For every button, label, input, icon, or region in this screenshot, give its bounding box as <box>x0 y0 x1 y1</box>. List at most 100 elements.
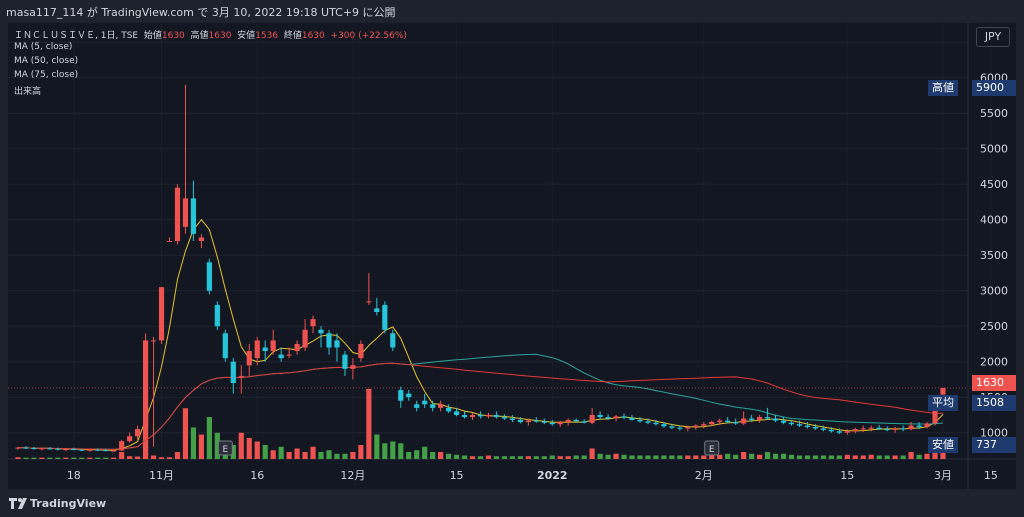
candle-body <box>812 427 819 429</box>
candle-body <box>238 375 244 377</box>
volume-bar <box>541 456 547 459</box>
indicator-ma5[interactable]: MA (5, close) <box>14 42 73 52</box>
volume-bar <box>757 454 763 459</box>
volume-bar <box>884 455 890 459</box>
volume-bar <box>701 455 707 459</box>
volume-bar <box>135 456 141 459</box>
indicator-ma50[interactable]: MA (50, close) <box>14 56 79 66</box>
candle-body <box>549 422 555 425</box>
candle-body <box>733 422 739 424</box>
volume-bar <box>103 457 109 459</box>
volume-bar <box>39 457 45 459</box>
candle-body <box>95 449 101 451</box>
time-tick-label: 2月 <box>695 469 713 482</box>
volume-bar <box>908 452 914 459</box>
candle-body <box>430 404 436 408</box>
volume-bar <box>270 450 276 459</box>
candle-body <box>438 404 444 408</box>
candle-body <box>254 340 260 359</box>
volume-bar <box>589 448 595 459</box>
indicator-ma75[interactable]: MA (75, close) <box>14 70 79 80</box>
volume-bar <box>469 456 476 459</box>
candle-body <box>581 421 587 423</box>
candle-body <box>222 333 228 359</box>
volume-bar <box>804 455 811 459</box>
volume-bar <box>685 455 691 459</box>
candle-body <box>358 343 364 359</box>
volume-bar <box>461 455 468 459</box>
price-tick-label: 5500 <box>980 107 1008 120</box>
volume-bar <box>382 443 388 459</box>
volume-bar <box>326 450 332 459</box>
currency-button[interactable]: JPY <box>976 27 1010 47</box>
volume-bar <box>677 455 683 459</box>
candle-body <box>517 419 523 423</box>
price-chart[interactable]: 1000150020002500300035004000450050005500… <box>8 23 1016 489</box>
volume-bar <box>597 453 603 459</box>
candle-body <box>135 429 141 437</box>
candle-body <box>398 390 404 401</box>
symbol-name: ＩＮＣＬＵＳＩＶＥ <box>14 31 96 41</box>
indicator-volume[interactable]: 出来高 <box>14 87 42 97</box>
volume-bar <box>31 457 37 459</box>
earnings-event-label: E <box>709 445 715 455</box>
volume-bar <box>238 432 244 459</box>
candle-body <box>828 429 834 432</box>
volume-bar <box>565 456 571 459</box>
volume-bar <box>111 457 117 459</box>
volume-bar <box>493 456 500 459</box>
candle-body <box>860 428 866 430</box>
volume-bar <box>868 454 874 459</box>
chart-background <box>8 23 1016 489</box>
volume-bar <box>318 452 324 459</box>
time-axis[interactable]: 18 11月 16 12月 15 2022 2月 15 3月 15 <box>67 469 998 482</box>
volume-bar <box>166 457 173 459</box>
candle-body <box>868 427 874 429</box>
candle-body <box>637 419 643 422</box>
candle-body <box>71 449 77 451</box>
volume-bar <box>669 455 675 459</box>
volume-bar <box>653 455 659 459</box>
time-tick-label: 3月 <box>934 469 952 482</box>
candle-body <box>589 414 595 423</box>
volume-bar <box>398 443 404 459</box>
volume-bar <box>573 455 579 459</box>
volume-bar <box>581 455 587 459</box>
candle-body <box>334 340 340 348</box>
candle-body <box>15 447 21 449</box>
price-tick-label: 1000 <box>980 427 1008 440</box>
candle-body <box>214 304 220 327</box>
candle-body <box>685 427 691 429</box>
volume-bar <box>820 455 826 459</box>
candle-body <box>772 418 779 421</box>
volume-bar <box>142 406 149 459</box>
ma75-line <box>17 362 944 450</box>
symbol-interval: 1日 <box>100 31 116 41</box>
candle-body <box>677 427 683 429</box>
volume-bar <box>87 457 93 459</box>
volume-bar <box>836 455 842 459</box>
volume-bar <box>127 456 133 459</box>
candle-body <box>453 411 460 415</box>
high-value: 1630 <box>208 31 232 41</box>
volume-bar <box>509 456 515 459</box>
candle-body <box>852 429 858 432</box>
candle-body <box>653 422 659 425</box>
candle-body <box>414 404 420 408</box>
volume-bar <box>796 455 803 459</box>
open-label: 始値 <box>143 31 162 41</box>
candle-body <box>509 418 515 420</box>
avg-marker-label: 平均 <box>932 396 954 409</box>
candle-body <box>661 424 667 427</box>
price-tick-label: 3500 <box>980 249 1008 262</box>
low-marker: 安値 <box>928 437 958 453</box>
volume-bar <box>119 452 125 459</box>
volume-bar <box>430 452 436 459</box>
volume-bar <box>446 453 452 459</box>
candle-body <box>230 361 236 383</box>
volume-bar <box>725 453 731 459</box>
candle-body <box>294 343 300 352</box>
candle-body <box>645 421 651 423</box>
volume-bar <box>788 454 795 459</box>
